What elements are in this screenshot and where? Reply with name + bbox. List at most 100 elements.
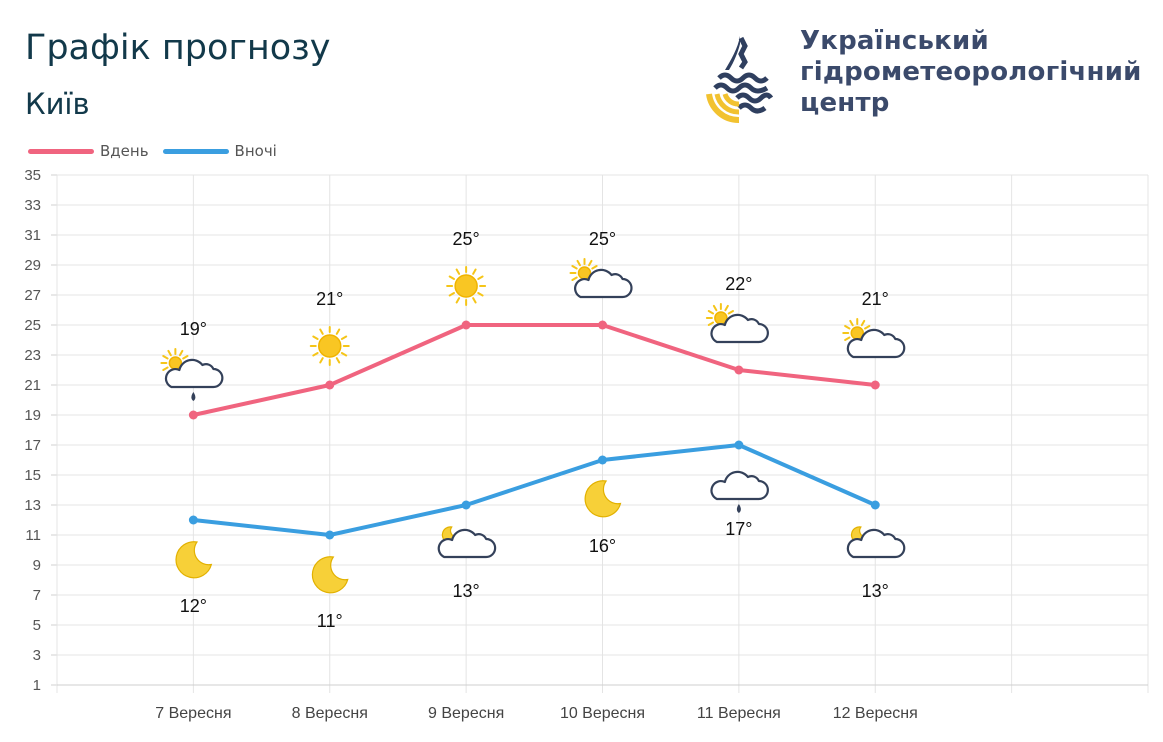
sun-ray	[319, 328, 324, 335]
y-tick-label: 3	[33, 647, 41, 664]
night-data-point	[325, 530, 335, 540]
night-series-line	[191, 443, 878, 537]
y-tick-label: 15	[24, 467, 41, 484]
organization-name: Український гідрометеорологічний центр	[800, 26, 1142, 119]
sun-ray	[182, 355, 189, 360]
sun-ray	[849, 319, 854, 327]
y-tick-label: 21	[24, 377, 41, 394]
moon-shape	[311, 556, 349, 594]
night-data-point	[461, 500, 471, 510]
y-tick-label: 19	[24, 407, 41, 424]
ukrhydromet-logo-icon	[706, 32, 774, 124]
org-line-2: гідрометеорологічний	[800, 57, 1142, 87]
day-data-label: 19°	[180, 319, 207, 339]
sun-ray	[591, 265, 598, 270]
y-tick-label: 13	[24, 497, 41, 514]
rain-drop	[736, 504, 741, 513]
x-tick-label: 10 Вересня	[560, 705, 645, 722]
sun-disc	[454, 274, 478, 298]
sun-ray	[455, 297, 461, 304]
night-data-point	[188, 515, 198, 525]
moon-cloud-icon	[437, 526, 497, 559]
sun-ray	[472, 297, 477, 304]
sun-ray	[724, 304, 729, 312]
day-data-label: 22°	[725, 274, 752, 294]
rain-drop	[191, 392, 196, 401]
day-data-point	[734, 365, 744, 375]
sun-ray	[340, 335, 348, 340]
legend-swatch-day	[28, 148, 94, 154]
legend-item-night[interactable]: Вночі	[162, 142, 277, 160]
y-tick-label: 1	[33, 677, 41, 694]
cloud-shape	[164, 358, 224, 389]
sun-cloud-icon	[569, 258, 633, 299]
y-tick-label: 27	[24, 287, 41, 304]
sun-ray	[162, 355, 169, 360]
legend-label-night: Вночі	[234, 142, 277, 160]
night-data-label: 17°	[725, 519, 752, 539]
day-data-point	[325, 380, 335, 390]
y-tick-label: 35	[24, 167, 41, 184]
sun-ray	[340, 352, 348, 357]
moon-cloud-icon	[846, 526, 906, 559]
sun-ray	[571, 265, 578, 270]
sun-cloud-rain-icon	[160, 348, 224, 401]
night-data-label: 16°	[589, 536, 616, 556]
sun-ray	[477, 292, 484, 297]
sun-ray	[477, 275, 484, 280]
day-series-line	[191, 323, 878, 417]
night-data-point	[870, 500, 880, 510]
sun-cloud-icon	[705, 303, 769, 344]
sun-ray	[576, 259, 581, 267]
sun-ray	[167, 349, 172, 357]
legend-swatch-night	[162, 148, 229, 154]
cloud-shape	[710, 313, 769, 344]
org-line-1: Український	[800, 26, 989, 56]
sun-ray	[335, 328, 341, 335]
y-tick-label: 11	[25, 527, 41, 544]
day-data-label: 25°	[589, 229, 616, 249]
sun-ray	[707, 321, 715, 326]
day-data-label: 21°	[316, 289, 343, 309]
y-tick-label: 33	[24, 197, 41, 214]
sun-ray	[727, 310, 734, 315]
cloud-shape	[574, 268, 633, 299]
cloud-rain-icon	[710, 470, 769, 513]
legend-item-day[interactable]: Вдень	[28, 142, 149, 160]
sun-ray	[448, 292, 456, 297]
night-data-point	[734, 440, 744, 450]
day-data-label: 21°	[862, 289, 889, 309]
moon-shape	[175, 541, 213, 579]
moon-shape	[584, 480, 622, 518]
y-tick-label: 9	[33, 557, 41, 574]
sun-ray	[571, 276, 578, 281]
sun-icon	[309, 326, 350, 366]
day-data-point	[870, 380, 880, 390]
sun-ray	[455, 268, 461, 275]
night-data-label: 12°	[180, 596, 207, 616]
moon-icon	[311, 556, 349, 594]
page-title: Графік прогнозу	[25, 28, 331, 68]
sun-ray	[472, 268, 477, 275]
night-data-label: 11°	[317, 611, 343, 631]
sun-ray	[312, 352, 319, 357]
day-data-point	[598, 320, 607, 330]
cloud-shape	[710, 470, 769, 501]
day-data-point	[461, 320, 471, 330]
x-tick-label: 11 Вересня	[697, 705, 781, 722]
org-line-3: центр	[800, 88, 890, 118]
x-tick-label: 8 Вересня	[292, 705, 368, 722]
sun-ray	[178, 349, 184, 357]
sun-ray	[712, 304, 718, 312]
y-tick-label: 17	[24, 437, 41, 454]
x-tick-label: 12 Вересня	[833, 705, 918, 722]
sun-ray	[844, 325, 851, 330]
city-name: Київ	[25, 87, 90, 121]
y-tick-label: 5	[33, 617, 41, 634]
y-tick-label: 7	[33, 587, 41, 604]
y-tick-label: 23	[24, 347, 41, 364]
sun-ray	[864, 325, 871, 330]
night-data-label: 13°	[862, 581, 889, 601]
chart-legend: Вдень Вночі	[28, 142, 291, 160]
